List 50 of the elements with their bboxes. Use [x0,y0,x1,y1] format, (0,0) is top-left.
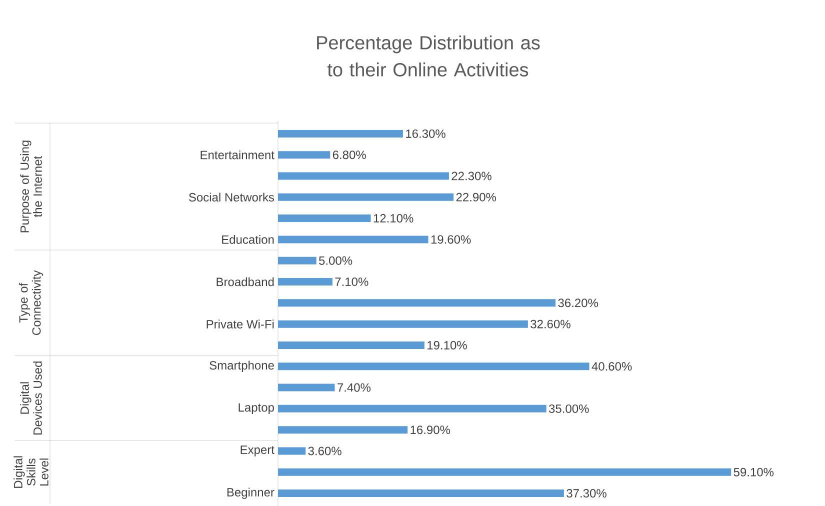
bar [278,447,306,455]
data-label: 22.30% [452,172,492,180]
bar [278,151,330,159]
data-label: 16.30% [406,129,446,138]
bar [278,193,454,201]
bar [278,404,546,412]
data-label: 16.90% [410,426,450,434]
y-tick-label: Beginner [227,488,274,499]
y-tick-label: Expert [240,446,274,456]
y-tick-label: Entertainment [200,150,274,160]
bar [278,236,428,244]
data-label: 7.40% [338,383,371,392]
chart-title: Percentage Distribution as to their Online Activities [317,36,540,76]
bar [278,130,403,138]
data-label: 19.10% [428,340,467,350]
bar [278,214,371,222]
bar [278,299,556,307]
bar [278,426,408,434]
bar [278,320,528,328]
y-tick-label: Social Networks [188,192,274,202]
data-label: 40.60% [592,362,632,371]
data-label: 59.10% [734,468,774,476]
bar [278,256,316,264]
bar [278,362,590,370]
data-label: 3.60% [308,446,342,456]
y-tick-label: Education [222,235,274,244]
bar [278,384,335,392]
data-label: 37.30% [566,489,606,498]
text: Purpose of Using the Internet [20,140,42,232]
bar [278,172,449,180]
text: Digital Skills Level [14,456,48,488]
data-label: 22.90% [456,192,496,202]
data-label: 32.60% [530,320,570,328]
data-label: 6.80% [332,150,366,160]
data-label: 36.20% [558,298,598,308]
bar [278,490,564,498]
bar [278,278,332,286]
text: Digital Devices Used [20,362,42,434]
data-label: 12.10% [374,214,414,223]
y-tick-label: Laptop [238,403,274,414]
bar [278,341,424,349]
y-tick-label: Smartphone [210,360,274,372]
data-label: 35.00% [548,404,589,413]
data-label: 19.60% [431,235,471,244]
y-tick-label: Broadband [216,277,274,286]
data-label: 7.10% [335,278,368,286]
bar [278,468,732,476]
text: Type of Connectivity [18,270,44,335]
data-label: 5.00% [319,256,352,265]
y-tick-label: Private Wi-Fi [206,320,274,328]
